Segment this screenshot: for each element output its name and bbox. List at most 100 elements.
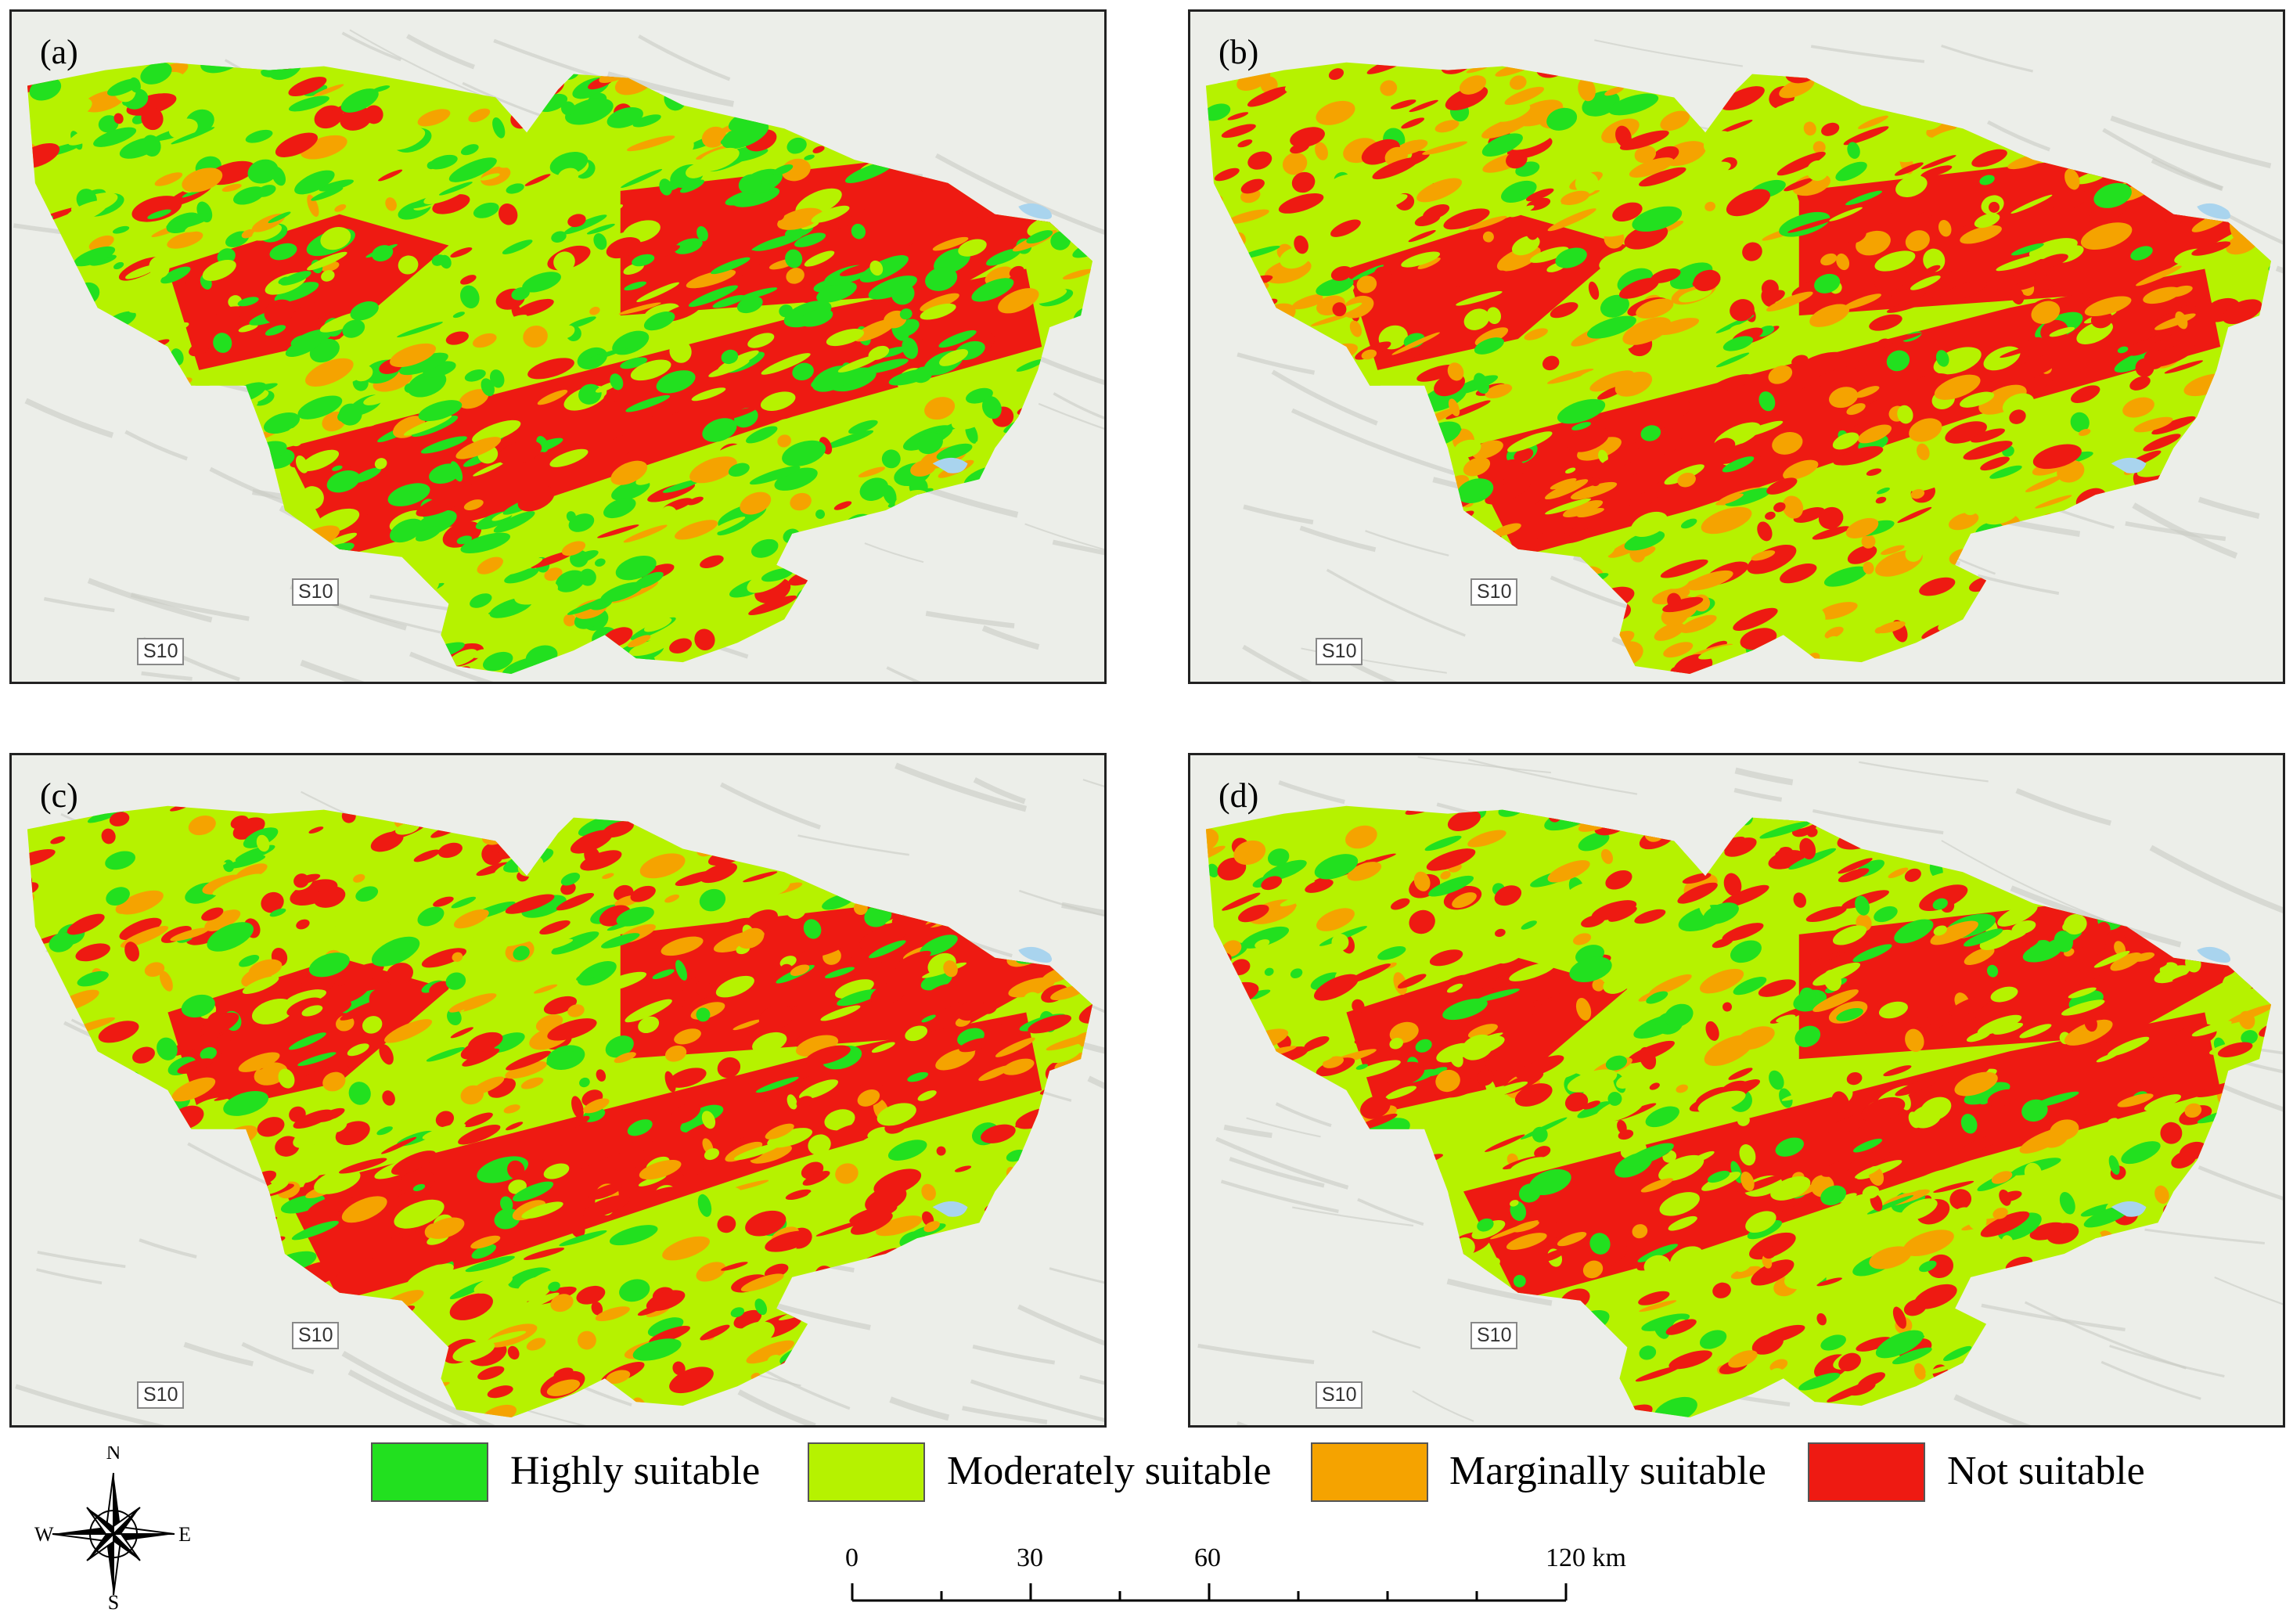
suitability-patch — [372, 85, 391, 92]
suitability-patch — [675, 134, 694, 154]
suitability-patch — [275, 132, 318, 157]
suitability-patch — [2252, 1306, 2272, 1332]
suitability-patch — [1379, 641, 1411, 657]
suitability-patch — [158, 398, 190, 412]
suitability-patch — [1328, 1298, 1354, 1311]
suitability-patch — [1960, 1114, 1978, 1134]
suitability-patch — [2144, 1094, 2181, 1111]
suitability-patch — [953, 638, 976, 655]
hillshade-stroke — [1038, 402, 1104, 430]
suitability-patch — [2191, 1021, 2232, 1037]
suitability-patch — [1514, 1083, 1553, 1107]
suitability-patch — [288, 1032, 326, 1050]
suitability-patch — [1267, 848, 1290, 866]
suitability-patch — [274, 282, 319, 303]
suitability-patch — [332, 465, 343, 471]
suitability-patch — [1211, 1316, 1254, 1335]
suitability-patch — [493, 511, 535, 533]
suitability-patch — [932, 589, 945, 600]
suitability-patch — [583, 1098, 610, 1114]
suitability-patch — [372, 245, 394, 262]
suitability-patch — [2252, 1215, 2270, 1226]
suitability-patch — [1088, 1385, 1093, 1395]
suitability-patch — [1699, 1330, 1727, 1349]
suitability-patch — [27, 533, 63, 554]
suitability-patch — [521, 895, 567, 918]
suitability-patch — [1897, 506, 1932, 524]
suitability-patch — [888, 369, 933, 386]
suitability-patch — [2206, 1301, 2232, 1320]
road-shield-s10: S10 — [292, 1322, 340, 1349]
suitability-patch — [981, 1124, 1016, 1143]
suitability-patch — [2026, 374, 2054, 390]
suitability-patch — [2219, 612, 2239, 624]
suitability-patch — [2068, 987, 2097, 999]
suitability-patch — [596, 1314, 627, 1332]
suitability-patch — [463, 499, 484, 511]
suitability-patch — [2205, 834, 2233, 850]
suitability-patch — [2025, 1292, 2059, 1308]
suitability-patch — [1053, 1197, 1078, 1208]
suitability-patch — [2024, 1162, 2043, 1183]
suitability-patch — [691, 387, 726, 401]
hillshade-stroke — [1446, 1278, 1553, 1306]
suitability-patch — [1820, 1185, 1847, 1206]
suitability-patch — [1254, 1230, 1270, 1247]
hillshade-stroke — [1810, 45, 1925, 63]
hillshade-stroke — [1018, 889, 1104, 917]
suitability-patch — [640, 1186, 680, 1206]
suitability-patch — [921, 657, 951, 675]
suitability-patch — [1749, 1232, 1796, 1260]
suitability-patch — [1715, 493, 1744, 506]
suitability-patch — [755, 657, 770, 671]
suitability-patch — [1964, 928, 2003, 947]
suitability-patch — [2147, 823, 2190, 843]
suitability-patch — [455, 437, 502, 459]
suitability-patch — [1905, 1028, 1924, 1052]
suitability-patch — [1327, 174, 1361, 194]
suitability-patch — [1265, 337, 1280, 355]
suitability-patch — [546, 1050, 574, 1066]
suitability-patch — [1599, 250, 1639, 272]
suitability-patch — [216, 1039, 234, 1055]
suitability-patch — [2271, 963, 2283, 977]
suitability-patch — [2177, 1298, 2193, 1320]
suitability-patch — [362, 1016, 383, 1034]
suitability-patch — [1892, 1306, 1906, 1329]
suitability-patch — [1677, 805, 1690, 818]
suitability-patch — [567, 597, 611, 615]
suitability-patch — [1069, 1156, 1093, 1180]
suitability-patch — [481, 378, 495, 397]
suitability-patch — [794, 232, 826, 247]
suitability-patch — [679, 1158, 705, 1177]
suitability-patch — [1725, 488, 1772, 506]
suitability-patch — [2270, 456, 2272, 479]
suitability-patch — [2240, 167, 2272, 182]
suitability-patch — [637, 1304, 664, 1316]
suitability-patch — [495, 146, 513, 160]
suitability-patch — [1287, 1212, 1306, 1219]
suitability-patch — [1205, 644, 1213, 664]
suitability-patch — [754, 1298, 768, 1316]
suitability-patch — [339, 1158, 387, 1174]
suitability-patch — [343, 1257, 374, 1271]
suitability-patch — [2064, 1019, 2113, 1046]
suitability-patch — [1529, 1327, 1568, 1351]
suitability-patch — [2065, 124, 2100, 142]
suitability-patch — [850, 1212, 893, 1235]
suitability-patch — [268, 1310, 292, 1327]
suitability-patch — [1869, 1246, 1912, 1269]
suitability-patch — [2110, 1236, 2159, 1255]
suitability-patch — [1740, 390, 1753, 412]
suitability-patch — [189, 517, 209, 528]
suitability-patch — [1205, 272, 1229, 292]
suitability-patch — [1477, 1069, 1494, 1086]
suitability-patch — [907, 1071, 929, 1082]
suitability-patch — [326, 628, 368, 645]
suitability-patch — [824, 430, 874, 449]
suitability-patch — [1449, 510, 1474, 524]
suitability-patch — [1639, 1300, 1677, 1313]
suitability-patch — [1775, 846, 1794, 862]
suitability-patch — [1448, 398, 1460, 416]
suitability-patch — [117, 890, 164, 915]
